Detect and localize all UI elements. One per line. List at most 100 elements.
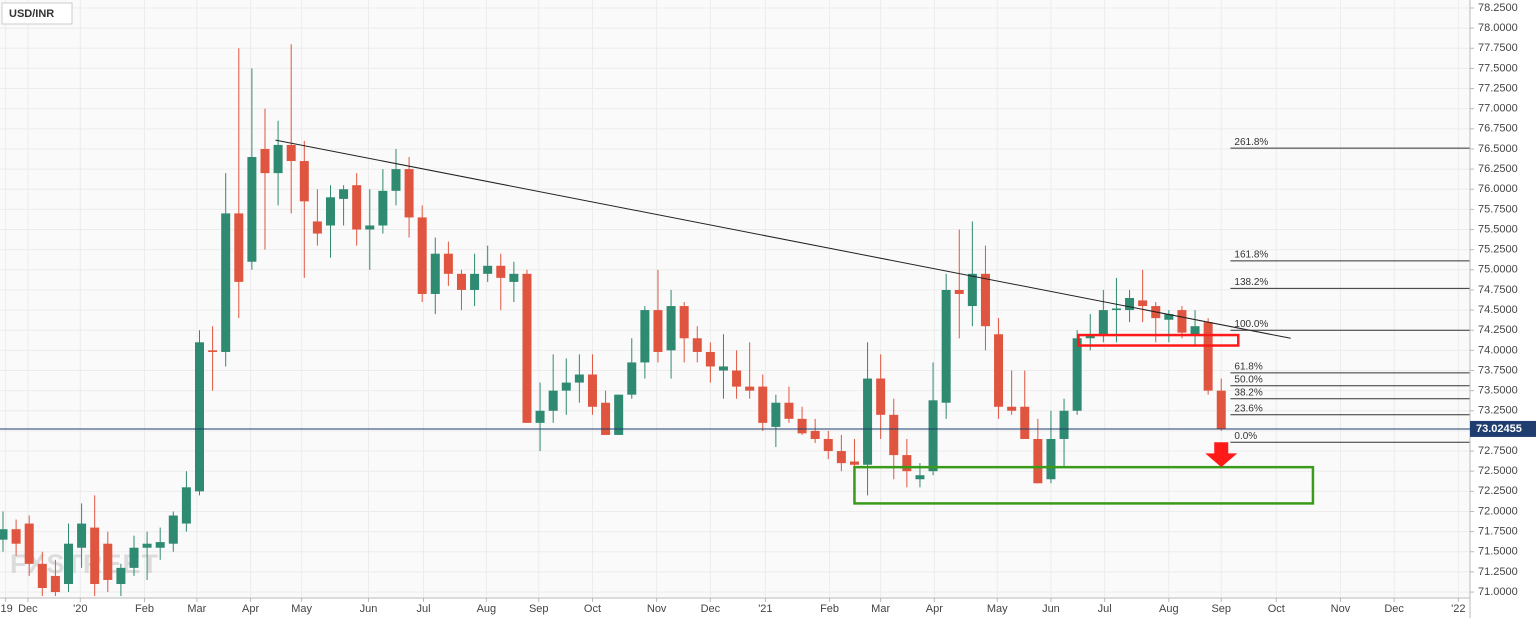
y-tick-label: 76.0000	[1478, 183, 1518, 195]
candle-body	[614, 394, 624, 435]
candle-body	[627, 362, 637, 395]
resistance-zone	[1077, 333, 1240, 347]
candle-body	[535, 410, 545, 423]
candle-body	[1111, 308, 1121, 311]
y-tick-label: 76.7500	[1478, 123, 1518, 135]
x-tick-label: Apr	[926, 603, 943, 615]
x-tick-label: Jun	[360, 603, 378, 615]
candle-body	[1072, 338, 1082, 411]
candle-body	[129, 547, 139, 568]
x-tick-label: Aug	[477, 603, 497, 615]
y-tick-label: 75.0000	[1478, 264, 1518, 276]
candle-body	[732, 370, 742, 387]
title-box	[1, 2, 73, 25]
y-tick-label: 72.7500	[1478, 445, 1518, 457]
down-arrow	[1205, 442, 1238, 468]
candle-body	[915, 475, 925, 480]
x-tick-label: Sep	[529, 603, 549, 615]
trendline	[275, 139, 1291, 339]
candle-body	[1046, 438, 1056, 480]
x-tick-label: Apr	[242, 603, 259, 615]
x-tick-label: Jun	[1042, 603, 1060, 615]
fib-label: 261.8%	[1234, 137, 1268, 148]
candle-body	[849, 461, 859, 465]
candle-body	[312, 221, 322, 234]
x-tick-label: Jul	[416, 603, 430, 615]
candle-body	[876, 378, 886, 415]
candle-body	[823, 438, 833, 452]
fib-label: 23.6%	[1234, 403, 1262, 414]
y-tick-label: 76.5000	[1478, 143, 1518, 155]
candle-body	[116, 567, 126, 584]
candle-body	[653, 310, 663, 352]
candle-body	[90, 527, 100, 584]
candle-body	[273, 144, 283, 174]
y-tick-label: 77.7500	[1478, 42, 1518, 54]
candle-body	[941, 289, 951, 403]
fib-label: 38.2%	[1234, 387, 1262, 398]
y-tick-label: 75.7500	[1478, 203, 1518, 215]
candle-body	[142, 543, 152, 548]
candle-body	[1125, 297, 1135, 311]
candle-body	[50, 575, 60, 593]
y-tick-label: 72.5000	[1478, 465, 1518, 477]
candle-body	[640, 310, 650, 363]
fib-label: 61.8%	[1234, 362, 1262, 373]
price-axis-background	[1470, 0, 1536, 618]
candle-body	[587, 374, 597, 407]
candle-body	[679, 306, 689, 339]
candle-body	[1007, 406, 1017, 411]
fib-label: 161.8%	[1234, 250, 1268, 261]
x-tick-label: Nov	[647, 603, 667, 615]
x-tick-label: May	[987, 603, 1008, 615]
candle-body	[666, 306, 676, 351]
y-tick-label: 74.2500	[1478, 324, 1518, 336]
candle-body	[980, 273, 990, 327]
y-tick-label: 72.0000	[1478, 505, 1518, 517]
x-tick-label: Mar	[187, 603, 206, 615]
candle-body	[168, 515, 178, 544]
candle-body	[1020, 406, 1030, 439]
candle-body	[260, 148, 270, 174]
fib-label: 0.0%	[1234, 431, 1257, 442]
candle-body	[1059, 410, 1069, 439]
y-tick-label: 72.2500	[1478, 485, 1518, 497]
y-tick-label: 74.7500	[1478, 284, 1518, 296]
candle-body	[509, 273, 519, 282]
candle-body	[574, 374, 584, 383]
y-tick-label: 73.2500	[1478, 405, 1518, 417]
x-tick-label: Oct	[584, 603, 601, 615]
y-tick-label: 77.2500	[1478, 82, 1518, 94]
candle-body	[863, 378, 873, 465]
candle-body	[745, 386, 755, 391]
y-tick-label: 71.0000	[1478, 586, 1518, 598]
support-zone	[853, 465, 1315, 505]
candle-body	[522, 273, 532, 423]
candle-body	[352, 185, 362, 230]
candle-body	[889, 414, 899, 456]
x-tick-label: Sep	[1211, 603, 1231, 615]
candle-body	[496, 265, 506, 278]
candle-body	[928, 400, 938, 472]
candle-body	[194, 342, 204, 492]
candle-body	[1138, 300, 1148, 307]
candle-body	[103, 543, 113, 580]
candle-body	[456, 273, 466, 290]
candle-body	[994, 334, 1004, 407]
x-tick-label: Dec	[1384, 603, 1404, 615]
candle-body	[11, 529, 21, 544]
y-tick-label: 78.0000	[1478, 22, 1518, 34]
candle-body	[404, 169, 414, 218]
x-tick-label: Oct	[1268, 603, 1285, 615]
fib-label: 100.0%	[1234, 319, 1268, 330]
candle-body	[365, 225, 375, 230]
y-tick-label: 73.7500	[1478, 364, 1518, 376]
candle-body	[221, 213, 231, 352]
fib-label: 138.2%	[1234, 277, 1268, 288]
candle-body	[784, 402, 794, 419]
y-tick-label: 74.0000	[1478, 344, 1518, 356]
x-tick-label: Feb	[820, 603, 839, 615]
y-tick-label: 76.2500	[1478, 163, 1518, 175]
candle-body	[954, 289, 964, 294]
